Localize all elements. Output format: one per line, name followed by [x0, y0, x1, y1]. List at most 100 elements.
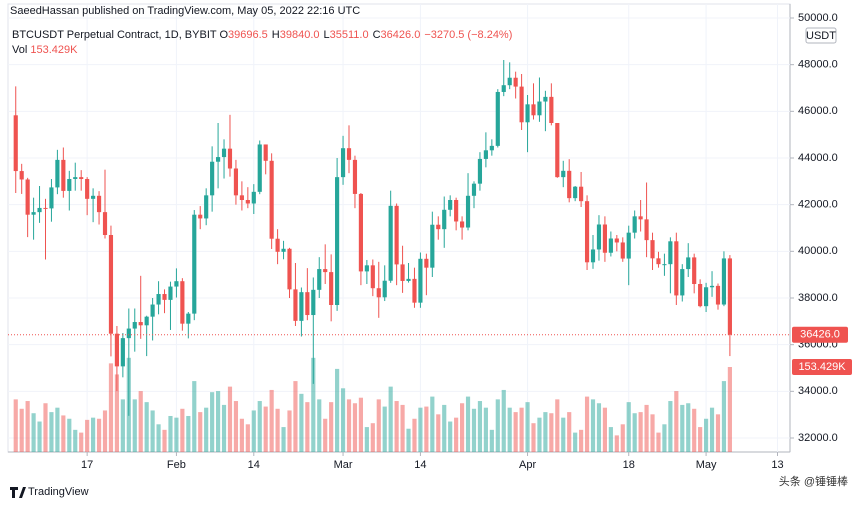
- candle-body: [662, 264, 667, 266]
- watermark: 头条 @锤锤棒: [779, 474, 848, 488]
- candle-body: [13, 115, 18, 172]
- y-tick-label: 40000.0: [798, 245, 838, 257]
- ohlc-item: H: [271, 29, 280, 41]
- volume-bar: [430, 396, 435, 452]
- candle-body: [102, 212, 108, 235]
- volume-bar: [102, 410, 108, 452]
- volume-bar: [436, 414, 441, 452]
- volume-bar: [233, 401, 239, 452]
- volume-bar: [698, 427, 703, 452]
- volume-bar: [79, 432, 84, 452]
- candle-body: [210, 161, 215, 196]
- candle-body: [329, 272, 334, 305]
- candle-body: [126, 328, 131, 339]
- candle-body: [424, 258, 429, 268]
- last-volume-label: 153.429K: [798, 361, 846, 373]
- candle-body: [448, 200, 453, 210]
- volume-bar: [263, 406, 268, 452]
- volume-bar: [73, 429, 78, 452]
- volume-bar: [638, 412, 643, 452]
- volume-bar: [43, 403, 48, 452]
- candle-body: [721, 258, 727, 305]
- volume-bar: [67, 418, 72, 452]
- y-tick-label: 50000.0: [798, 12, 838, 24]
- volume-bar: [293, 381, 298, 452]
- legend: BTCUSDT Perpetual Contract, 1D, BYBIT O3…: [12, 29, 512, 41]
- candle-body: [626, 232, 631, 259]
- candle-body: [340, 148, 346, 178]
- symbol: BTCUSDT Perpetual Contract, 1D, BYBIT: [12, 29, 217, 41]
- candle-body: [323, 269, 328, 273]
- candle-body: [465, 195, 471, 228]
- volume-bar: [144, 402, 149, 452]
- volume-bar: [465, 396, 471, 452]
- volume-bar: [442, 404, 447, 452]
- candle-body: [507, 77, 512, 86]
- volume-bar: [364, 427, 369, 452]
- ohlc-legend: O39696.5 H39840.0 L35511.0 C36426.0 −3270.5 …: [219, 29, 512, 41]
- volume-bar: [596, 403, 602, 452]
- volume-bar: [656, 432, 661, 452]
- candle-body: [674, 241, 679, 296]
- candle-body: [715, 285, 721, 305]
- ohlc-item: 35511.0: [329, 29, 369, 41]
- volume-bar: [186, 415, 191, 452]
- volume-bar: [132, 399, 137, 452]
- volume-bar: [370, 423, 375, 452]
- candle-body: [43, 207, 48, 209]
- candle-body: [418, 258, 423, 303]
- vol-label: Vol: [12, 44, 28, 56]
- volume-bar: [13, 399, 18, 452]
- volume-bar: [573, 432, 578, 452]
- volume-bar: [501, 389, 506, 452]
- y-tick-label: 34000.0: [798, 385, 838, 397]
- volume-bar: [114, 374, 119, 452]
- volume-bar: [31, 413, 36, 452]
- candle-body: [37, 207, 42, 213]
- volume-bar: [727, 367, 732, 452]
- candle-body: [602, 224, 607, 253]
- grid: [8, 4, 790, 452]
- volume-bar: [204, 407, 209, 452]
- currency: USDT: [806, 30, 836, 42]
- volume-bar: [513, 412, 518, 452]
- volume-bar: [567, 412, 572, 452]
- volume-bar: [674, 391, 679, 452]
- volume-bar: [477, 401, 483, 452]
- candle-body: [305, 292, 310, 316]
- candle-body: [519, 86, 524, 123]
- volume-bar: [37, 421, 42, 452]
- candle-body: [698, 284, 703, 307]
- plot-frame: [7, 3, 791, 453]
- volume-bar: [537, 417, 542, 452]
- volume-bar: [352, 403, 358, 452]
- candle-body: [19, 171, 24, 180]
- candle-body: [335, 177, 340, 305]
- volume-bar: [704, 418, 709, 452]
- candle-body: [67, 179, 72, 191]
- volume-bar: [91, 417, 96, 452]
- candle-body: [686, 257, 691, 270]
- volume-bar: [721, 381, 727, 452]
- volume-bar: [85, 419, 90, 452]
- footer: [0, 476, 860, 506]
- candle-body: [412, 278, 417, 303]
- candle-body: [233, 168, 239, 196]
- candle-body: [561, 170, 566, 178]
- volume-bar: [424, 406, 429, 452]
- candle-body: [299, 292, 304, 321]
- last-price-label: 36426.0: [800, 329, 840, 341]
- candle-body: [668, 241, 673, 265]
- volume-bar: [168, 415, 173, 452]
- ohlc-item: 39696.5: [228, 29, 268, 41]
- volume-bar: [335, 368, 340, 452]
- volume-bar: [388, 386, 393, 452]
- volume-bar: [602, 407, 607, 452]
- volume-bar: [555, 399, 560, 452]
- volume-bar: [108, 363, 114, 452]
- volume-bar: [608, 427, 613, 452]
- candle-body: [376, 288, 381, 298]
- candle-body: [567, 170, 572, 199]
- y-tick-label: 46000.0: [798, 105, 838, 117]
- candle-body: [144, 316, 149, 326]
